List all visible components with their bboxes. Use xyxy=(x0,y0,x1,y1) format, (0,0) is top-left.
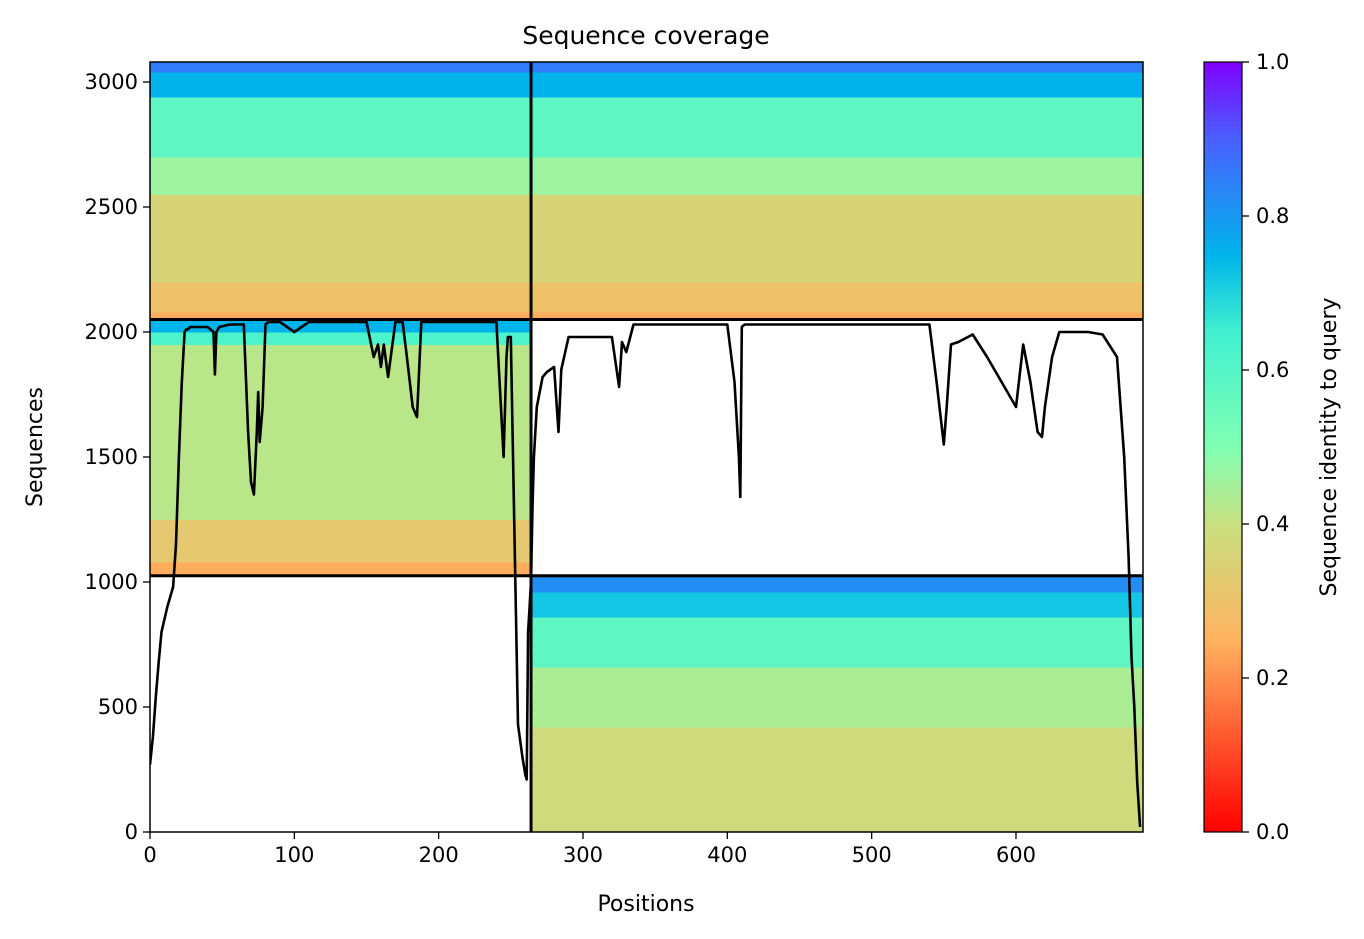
y-tick-label: 0 xyxy=(125,820,138,844)
heatmap-band xyxy=(150,62,532,73)
heatmap-band xyxy=(531,194,1143,283)
x-tick-label: 400 xyxy=(707,843,747,867)
y-axis-ticks: 0 500 1000 1500 2000 2500 3000 xyxy=(85,70,150,844)
y-tick-label: 1000 xyxy=(85,570,138,594)
x-tick-label: 0 xyxy=(143,843,156,867)
heatmap-band xyxy=(531,617,1143,668)
coverage-line-layer xyxy=(150,320,1142,828)
y-tick-label: 3000 xyxy=(85,70,138,94)
colorbar-tick-label: 0.2 xyxy=(1256,666,1289,690)
y-tick-label: 500 xyxy=(98,695,138,719)
heatmap-band xyxy=(531,97,1143,158)
heatmap-band xyxy=(150,97,532,158)
plot-frame xyxy=(149,61,1144,833)
colorbar xyxy=(1203,61,1243,833)
heatmap-band xyxy=(150,282,532,313)
y-axis-label: Sequences xyxy=(23,387,48,507)
heatmap-band xyxy=(531,592,1143,618)
heatmap-band xyxy=(150,519,532,563)
heatmap-band xyxy=(150,332,532,345)
heatmap-band xyxy=(531,282,1143,313)
x-axis-ticks: 0 100 200 300 400 500 600 xyxy=(143,832,1036,867)
colorbar-tick-label: 0.6 xyxy=(1256,358,1289,382)
heatmap-band xyxy=(150,344,532,520)
heatmap-band xyxy=(531,157,1143,195)
heatmap-band xyxy=(531,312,1143,320)
colorbar-tick-label: 0.4 xyxy=(1256,512,1289,536)
heatmap-band xyxy=(531,667,1143,728)
heatmap-band xyxy=(150,562,532,577)
colorbar-tick-label: 1.0 xyxy=(1256,50,1289,74)
x-tick-label: 300 xyxy=(563,843,603,867)
heatmap-band xyxy=(150,72,532,98)
colorbar-tick-label: 0.0 xyxy=(1256,820,1289,844)
colorbar-label: Sequence identity to query xyxy=(1317,297,1342,596)
heatmap-blocks xyxy=(150,62,1143,832)
x-tick-label: 600 xyxy=(996,843,1036,867)
x-tick-label: 500 xyxy=(852,843,892,867)
heatmap-band xyxy=(531,727,1143,832)
y-tick-label: 2500 xyxy=(85,195,138,219)
heatmap-band xyxy=(150,312,532,320)
heatmap-band xyxy=(150,194,532,283)
chart-title: Sequence coverage xyxy=(522,21,769,50)
heatmap-band xyxy=(531,72,1143,98)
x-axis-label: Positions xyxy=(597,892,694,917)
colorbar-ticks: 0.0 0.2 0.4 0.6 0.8 1.0 xyxy=(1242,50,1289,844)
coverage-line xyxy=(150,320,1142,828)
x-tick-label: 200 xyxy=(419,843,459,867)
heatmap-band xyxy=(150,157,532,195)
y-tick-label: 2000 xyxy=(85,320,138,344)
domain-boundaries xyxy=(150,62,1143,832)
colorbar-tick-label: 0.8 xyxy=(1256,204,1289,228)
x-tick-label: 100 xyxy=(274,843,314,867)
heatmap-band xyxy=(531,62,1143,73)
heatmap-band xyxy=(531,575,1143,593)
y-tick-label: 1500 xyxy=(85,445,138,469)
